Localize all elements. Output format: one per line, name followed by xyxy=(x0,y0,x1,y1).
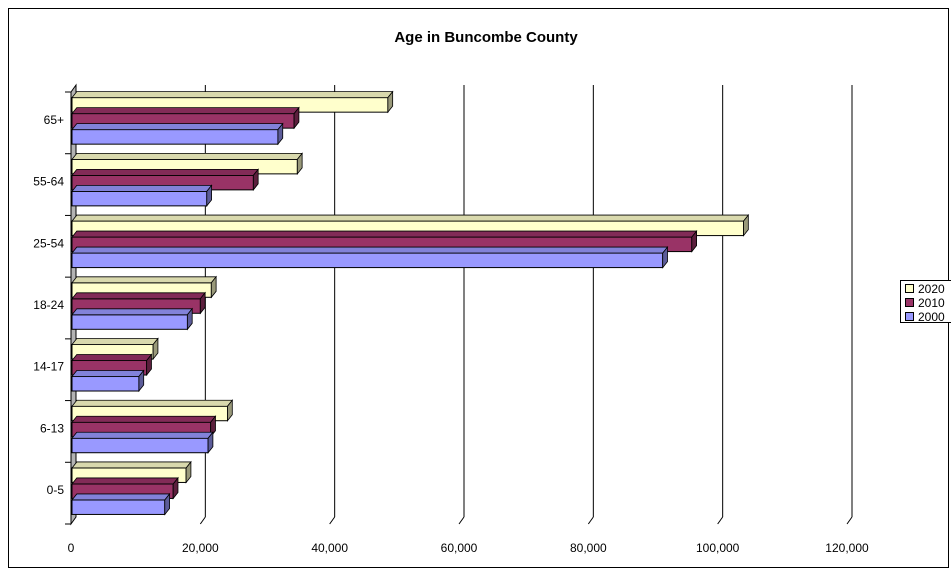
bar-top xyxy=(71,276,217,284)
bar-top xyxy=(71,370,145,377)
bar-top xyxy=(71,308,194,316)
bar-side xyxy=(227,399,233,422)
x-tick-label: 20,000 xyxy=(182,541,219,555)
bar-side xyxy=(210,275,217,299)
bar-top xyxy=(71,152,303,160)
bar-side xyxy=(138,369,145,393)
bar-side xyxy=(146,353,152,377)
bar-top xyxy=(71,338,159,345)
bar-side xyxy=(186,307,193,331)
bar-top xyxy=(71,415,217,423)
bar-top xyxy=(71,292,206,300)
bar-top xyxy=(71,91,394,99)
bar-side xyxy=(207,431,214,454)
bar-side xyxy=(387,90,394,114)
legend-swatch xyxy=(905,284,914,293)
category-label: 18-24 xyxy=(33,298,64,312)
gridline-floor xyxy=(458,516,465,525)
bar-top xyxy=(71,230,698,238)
x-tick-label: 80,000 xyxy=(570,541,607,555)
category-label: 14-17 xyxy=(33,360,64,374)
gridline-floor xyxy=(587,516,594,525)
bar-top xyxy=(71,184,213,192)
legend-swatch xyxy=(905,298,914,307)
category-label: 65+ xyxy=(44,113,64,127)
gridline-floor xyxy=(717,516,724,525)
x-tick-label: 120,000 xyxy=(825,541,869,555)
gridline-floor xyxy=(199,516,206,525)
bar-side xyxy=(296,152,303,176)
category-label: 25-54 xyxy=(33,236,64,250)
bar-side xyxy=(172,476,179,500)
x-tick-label: 100,000 xyxy=(696,541,740,555)
bar-top xyxy=(71,168,259,176)
bar-side xyxy=(277,122,284,146)
bar-side xyxy=(185,460,192,484)
legend-label: 2010 xyxy=(918,296,945,310)
bar xyxy=(71,314,188,330)
bar xyxy=(71,129,279,145)
bar-top xyxy=(71,107,300,115)
chart-title: Age in Buncombe County xyxy=(394,29,578,46)
category-label: 6-13 xyxy=(40,421,64,435)
bar-side xyxy=(293,106,300,130)
bar-side xyxy=(199,291,206,315)
bar-top xyxy=(71,493,171,501)
legend-swatch xyxy=(905,312,914,321)
bar xyxy=(71,499,166,515)
category-label: 0-5 xyxy=(47,483,65,497)
gridline-floor xyxy=(846,516,853,525)
bar-side xyxy=(691,229,697,253)
plot-area: 0-5 6-13 14-17 18-24 25-54 55-64 65+ 0 20,000 40,… xyxy=(33,83,869,555)
x-tick-label: 60,000 xyxy=(441,541,478,555)
bar-side xyxy=(662,245,668,269)
bar xyxy=(71,376,140,392)
bar-top xyxy=(71,431,214,439)
bar-side xyxy=(252,168,259,192)
gridline-floor xyxy=(329,516,336,525)
bar-side xyxy=(206,184,213,208)
legend-label: 2000 xyxy=(918,310,945,324)
category-label: 55-64 xyxy=(33,175,64,189)
bar-top xyxy=(71,477,179,485)
bar-side xyxy=(152,337,159,361)
x-tick-label: 40,000 xyxy=(311,541,348,555)
legend-label: 2020 xyxy=(918,282,945,296)
bar xyxy=(71,190,208,207)
bar xyxy=(71,437,209,454)
bar-top xyxy=(71,461,192,469)
bar-top xyxy=(71,399,234,407)
bar-side xyxy=(164,492,170,516)
bar-top xyxy=(71,354,153,361)
bar-top xyxy=(71,246,669,254)
bar-top xyxy=(71,214,750,222)
x-tick-label: 0 xyxy=(68,541,75,555)
bar xyxy=(71,252,664,269)
bar-top xyxy=(71,123,284,131)
bar-side xyxy=(743,213,749,237)
